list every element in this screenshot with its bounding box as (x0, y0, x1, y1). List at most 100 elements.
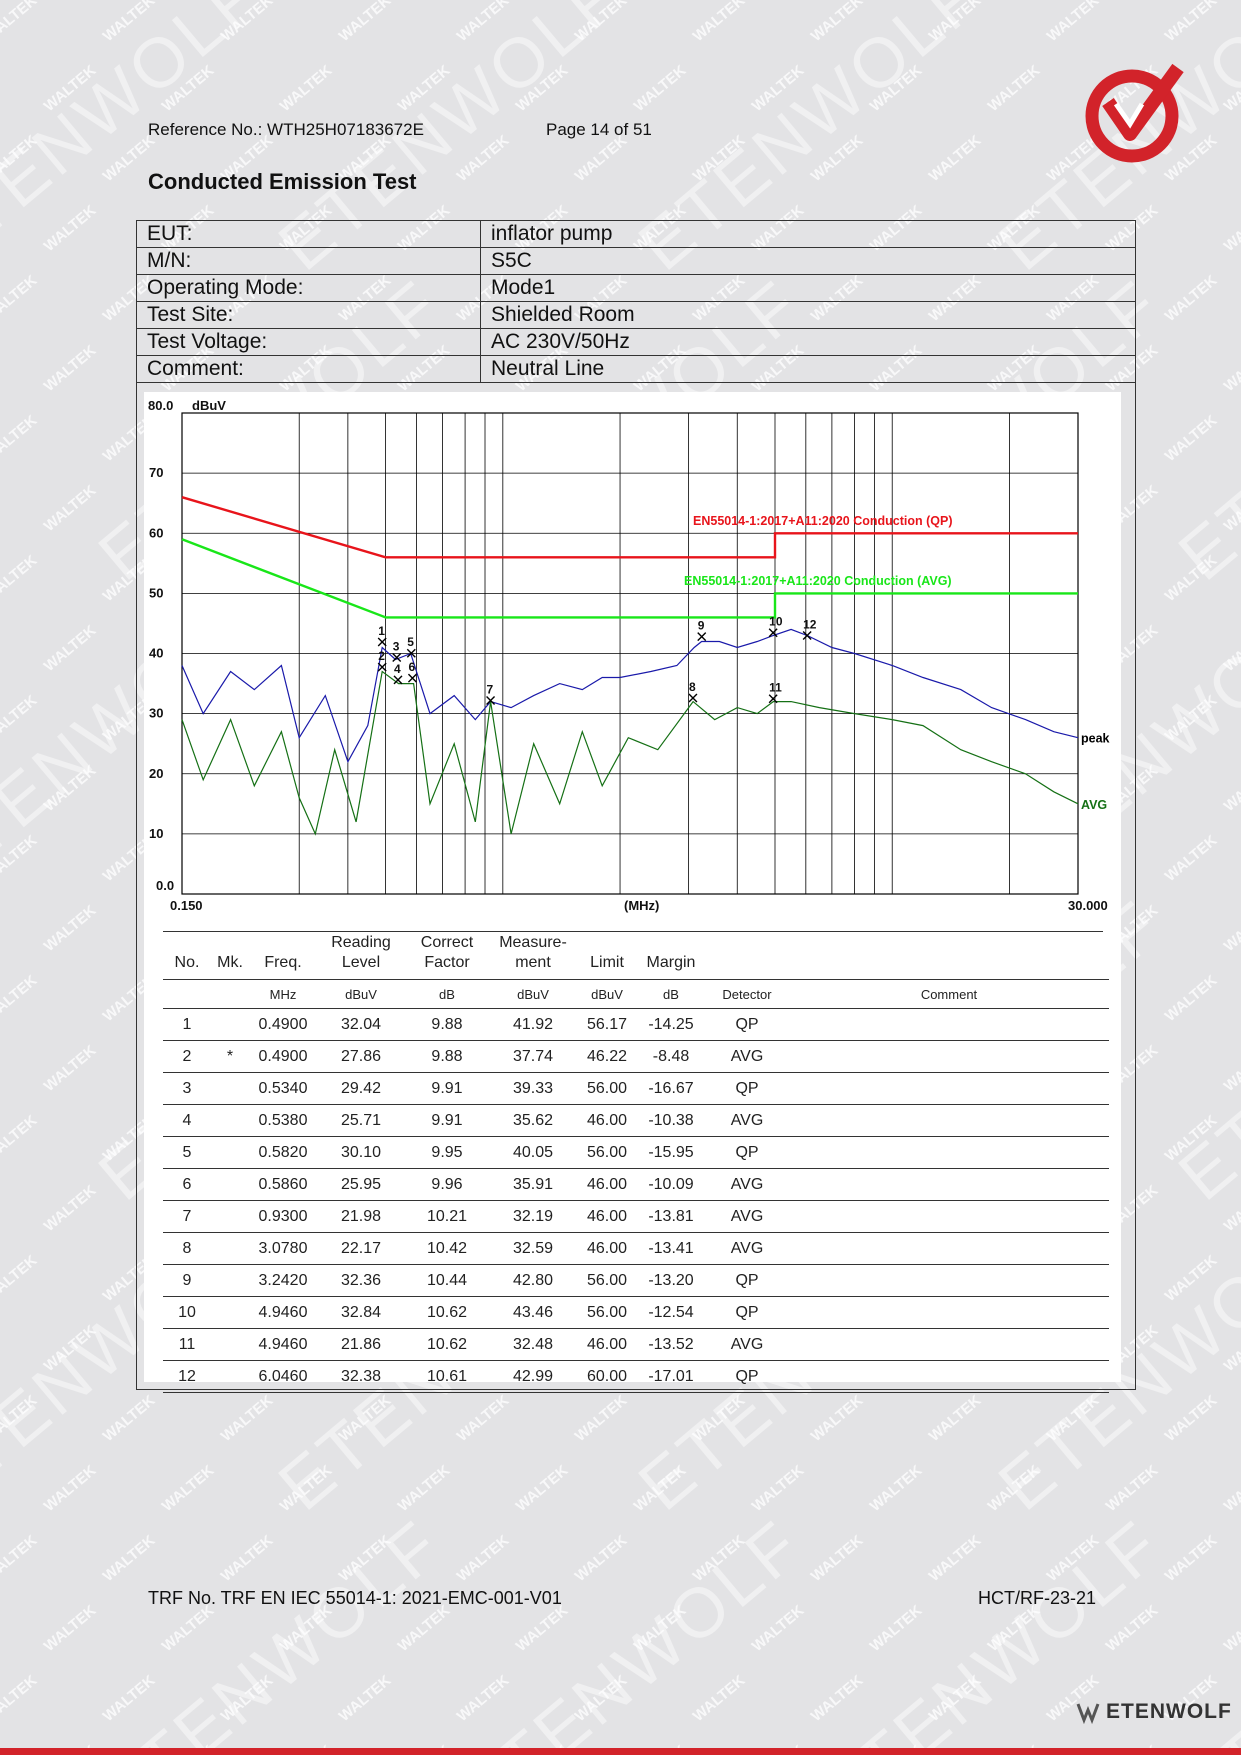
waltek-logo-icon (1085, 63, 1184, 163)
info-row: M/N: S5C (136, 247, 1136, 275)
marker-x (377, 662, 387, 672)
cell-no: 1 (163, 1008, 211, 1041)
cell-mk: * (211, 1040, 249, 1073)
cell-limit: 56.00 (577, 1072, 637, 1105)
cell-mk (211, 1104, 249, 1137)
table-row: 1 0.4900 32.04 9.88 41.92 56.17 -14.25 QP (163, 1008, 1109, 1041)
cell-factor: 10.62 (405, 1328, 489, 1361)
cell-mk (211, 1072, 249, 1105)
watermark-text: WALTEK (571, 0, 631, 46)
watermark-text: WALTEK (0, 1671, 41, 1726)
watermark-text: WALTEK (925, 1391, 985, 1446)
watermark-text: WALTEK (748, 1601, 808, 1656)
cell-reading: 21.86 (317, 1328, 405, 1361)
marker-label: 4 (394, 662, 401, 676)
y-tick-label: 20 (149, 766, 163, 781)
cell-margin: -10.09 (637, 1168, 705, 1201)
measurement-table: No. Mk. Freq. Reading Level Correct Factor… (163, 933, 1109, 1393)
cell-comment (789, 1296, 1109, 1329)
cell-no: 3 (163, 1072, 211, 1105)
cell-measurement: 32.19 (489, 1200, 577, 1233)
watermark-text: WALTEK (40, 481, 100, 536)
x-unit-label: (MHz) (624, 898, 659, 913)
cell-comment (789, 1168, 1109, 1201)
watermark-text: WALTEK (0, 971, 41, 1026)
cell-freq: 0.4900 (249, 1040, 317, 1073)
units-row: MHz dBuV dB dBuV dBuV dB Detector Comment (163, 979, 1109, 1009)
marker-label: 12 (803, 618, 817, 632)
watermark-text: WALTEK (1102, 1461, 1162, 1516)
watermark-text: WALTEK (40, 1321, 100, 1376)
cell-measurement: 35.91 (489, 1168, 577, 1201)
y-tick-label: 0.0 (156, 878, 174, 893)
cell-margin: -14.25 (637, 1008, 705, 1041)
cell-mk (211, 1008, 249, 1041)
watermark-text: WALTEK (571, 1671, 631, 1726)
cell-detector: AVG (705, 1232, 789, 1265)
info-label: EUT: (136, 220, 481, 248)
watermark-text: WALTEK (1161, 0, 1221, 46)
watermark-text: WALTEK (40, 1601, 100, 1656)
table-row: 9 3.2420 32.36 10.44 42.80 56.00 -13.20 QP (163, 1264, 1109, 1297)
cell-comment (789, 1136, 1109, 1169)
watermark-text: WALTEK (1161, 1531, 1221, 1586)
cell-reading: 22.17 (317, 1232, 405, 1265)
watermark-text: WALTEK (630, 1601, 690, 1656)
col-limit: Limit (577, 933, 637, 980)
marker-x (377, 637, 387, 647)
cell-limit: 46.00 (577, 1168, 637, 1201)
marker-label: 8 (689, 680, 696, 694)
cell-limit: 60.00 (577, 1360, 637, 1393)
cell-limit: 56.00 (577, 1136, 637, 1169)
conducted-emission-chart: 80.0 dBuV 70 60 50 40 30 20 10 0.0 0.150 30.000 (MHz… (148, 398, 1110, 913)
cell-comment (789, 1104, 1109, 1137)
avg-series-label: AVG (1081, 798, 1107, 812)
watermark-text: WALTEK (689, 1531, 749, 1586)
col-measurement: Measure-ment (489, 933, 577, 980)
watermark-text: WALTEK (453, 0, 513, 46)
reference-number: Reference No.: WTH25H07183672E (148, 120, 424, 139)
watermark-text: WALTEK (0, 1531, 41, 1586)
cell-factor: 10.61 (405, 1360, 489, 1393)
table-row: 3 0.5340 29.42 9.91 39.33 56.00 -16.67 QP (163, 1072, 1109, 1105)
watermark-text: WALTEK (453, 131, 513, 186)
cell-freq: 4.9460 (249, 1296, 317, 1329)
etenwolf-brand: ETENWOLF (1106, 1700, 1232, 1723)
watermark-text: WALTEK (335, 1391, 395, 1446)
cell-freq: 6.0460 (249, 1360, 317, 1393)
cell-detector: AVG (705, 1168, 789, 1201)
table-row: 7 0.9300 21.98 10.21 32.19 46.00 -13.81 AVG (163, 1200, 1109, 1233)
watermark-text: WALTEK (1161, 971, 1221, 1026)
info-value: Neutral Line (480, 355, 1136, 383)
cell-mk (211, 1264, 249, 1297)
watermark-text: WALTEK (217, 1671, 277, 1726)
info-value: inflator pump (480, 220, 1136, 248)
cell-factor: 10.44 (405, 1264, 489, 1297)
y-tick-label: 40 (149, 646, 163, 661)
table-row: 10 4.9460 32.84 10.62 43.46 56.00 -12.54 QP (163, 1296, 1109, 1329)
watermark-text: WALTEK (99, 1391, 159, 1446)
avg-trace (181, 670, 1079, 836)
watermark-text: WALTEK (40, 1041, 100, 1096)
cell-freq: 0.5380 (249, 1104, 317, 1137)
cell-factor: 9.91 (405, 1072, 489, 1105)
info-value: AC 230V/50Hz (480, 328, 1136, 356)
info-label: Operating Mode: (136, 274, 481, 302)
cell-comment (789, 1200, 1109, 1233)
watermark-text: WALTEK (217, 0, 277, 46)
cell-detector: AVG (705, 1040, 789, 1073)
watermark-text: WALTEK (571, 1531, 631, 1586)
watermark-text: WALTEK (394, 1601, 454, 1656)
watermark-text: WALTEK (335, 1531, 395, 1586)
watermark-text: WALTEK (0, 411, 41, 466)
cell-limit: 46.00 (577, 1328, 637, 1361)
watermark-text: WALTEK (0, 131, 41, 186)
cell-limit: 46.00 (577, 1200, 637, 1233)
col-margin: Margin (637, 933, 705, 980)
cell-reading: 25.71 (317, 1104, 405, 1137)
watermark-large: ETENWOLF (84, 1504, 457, 1755)
cell-measurement: 41.92 (489, 1008, 577, 1041)
table-row: 8 3.0780 22.17 10.42 32.59 46.00 -13.41 AVG (163, 1232, 1109, 1265)
watermark-text: WALTEK (984, 1461, 1044, 1516)
table-top-rule (163, 931, 1103, 932)
